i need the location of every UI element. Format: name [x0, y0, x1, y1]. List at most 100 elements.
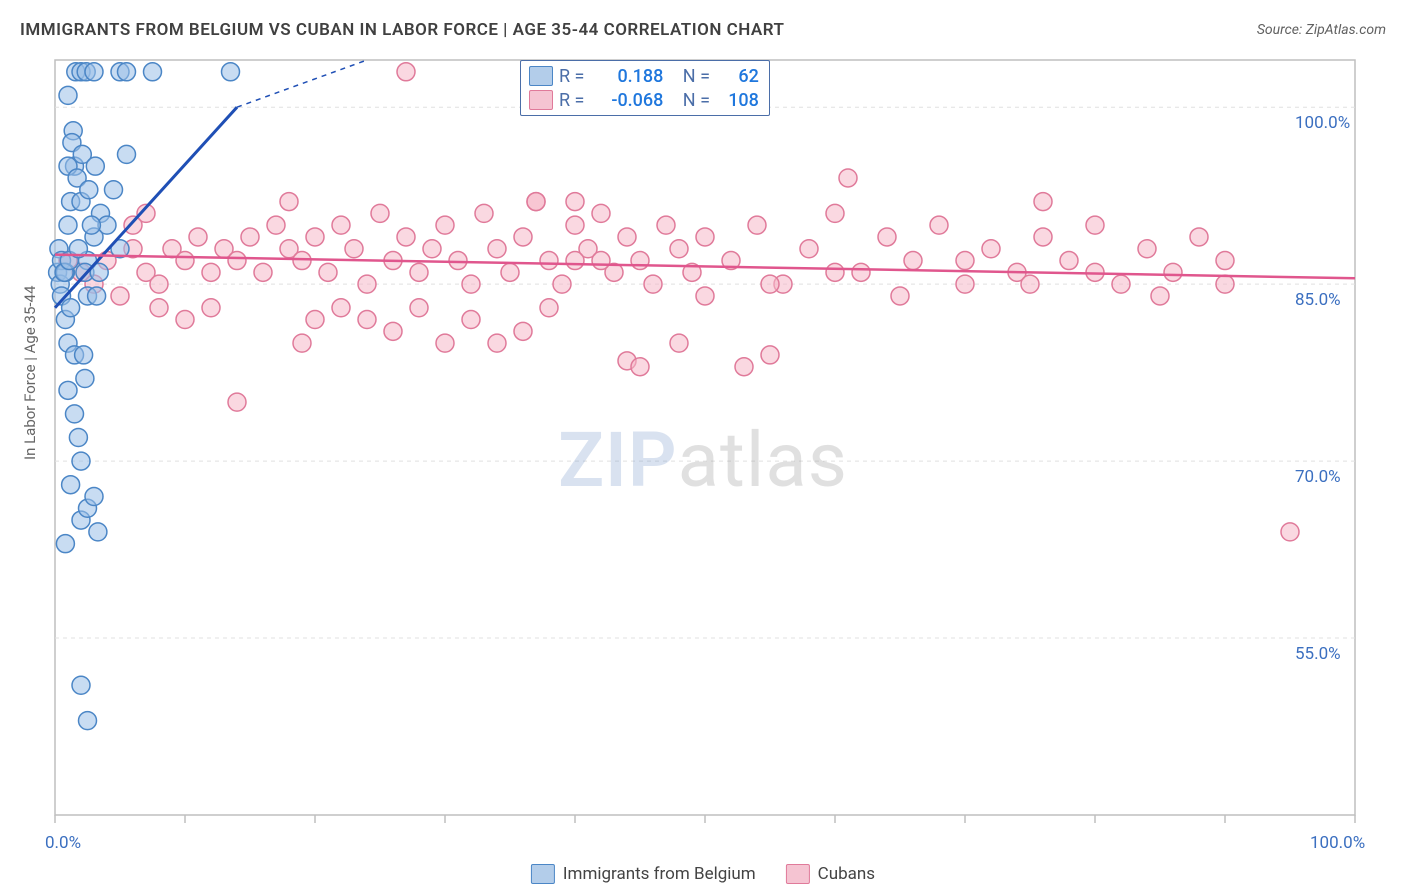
legend-n-label: N =: [669, 90, 719, 111]
belgium-point: [62, 299, 80, 317]
y-tick-label: 85.0%: [1295, 290, 1341, 310]
cubans-point: [527, 193, 545, 211]
legend-row: R = -0.068 N = 108: [529, 88, 759, 112]
cubans-point: [436, 334, 454, 352]
cubans-point: [644, 275, 662, 293]
cubans-point: [904, 252, 922, 270]
cubans-point: [800, 240, 818, 258]
belgium-point: [59, 381, 77, 399]
correlation-legend: R = 0.188 N = 62R = -0.068 N = 108: [520, 60, 770, 116]
cubans-point: [748, 216, 766, 234]
cubans-point: [384, 322, 402, 340]
cubans-point: [306, 311, 324, 329]
cubans-point: [735, 358, 753, 376]
cubans-point: [553, 275, 571, 293]
cubans-point: [449, 252, 467, 270]
cubans-point: [592, 252, 610, 270]
cubans-point: [332, 216, 350, 234]
cubans-point: [488, 240, 506, 258]
cubans-point: [150, 275, 168, 293]
cubans-point: [462, 275, 480, 293]
legend-n-value: 62: [725, 66, 759, 87]
cubans-point: [410, 263, 428, 281]
belgium-point: [59, 86, 77, 104]
x-tick-left: 0.0%: [45, 833, 81, 853]
cubans-point: [202, 299, 220, 317]
chart-container: In Labor Force | Age 35-44 ZIPatlas 55.0…: [20, 55, 1386, 864]
cubans-point: [631, 358, 649, 376]
cubans-point: [1034, 228, 1052, 246]
legend-r-label: R =: [559, 66, 593, 87]
cubans-point: [930, 216, 948, 234]
cubans-point: [1216, 252, 1234, 270]
y-tick-label: 55.0%: [1295, 644, 1341, 664]
series-legend-label: Cubans: [818, 864, 875, 884]
scatter-chart: [20, 55, 1386, 860]
legend-n-value: 108: [725, 90, 759, 111]
cubans-point: [852, 263, 870, 281]
cubans-point: [176, 311, 194, 329]
cubans-point: [1138, 240, 1156, 258]
cubans-point: [761, 275, 779, 293]
series-legend-label: Immigrants from Belgium: [563, 864, 756, 884]
cubans-point: [176, 252, 194, 270]
cubans-point: [150, 299, 168, 317]
cubans-point: [332, 299, 350, 317]
belgium-point: [80, 181, 98, 199]
cubans-point: [631, 252, 649, 270]
legend-row: R = 0.188 N = 62: [529, 64, 759, 88]
belgium-point: [144, 63, 162, 81]
cubans-point: [514, 228, 532, 246]
cubans-point: [566, 252, 584, 270]
cubans-point: [1021, 275, 1039, 293]
legend-swatch: [531, 864, 555, 884]
legend-r-value: -0.068: [599, 90, 663, 111]
cubans-point: [826, 263, 844, 281]
belgium-point: [105, 181, 123, 199]
cubans-point: [566, 216, 584, 234]
cubans-point: [202, 263, 220, 281]
cubans-point: [345, 240, 363, 258]
cubans-point: [111, 287, 129, 305]
cubans-point: [956, 252, 974, 270]
cubans-point: [839, 169, 857, 187]
belgium-point: [59, 216, 77, 234]
belgium-point: [82, 216, 100, 234]
cubans-point: [1086, 216, 1104, 234]
series-legend-item: Cubans: [786, 864, 875, 884]
legend-r-label: R =: [559, 90, 593, 111]
belgium-point: [56, 535, 74, 553]
cubans-point: [358, 275, 376, 293]
cubans-point: [293, 334, 311, 352]
legend-n-label: N =: [669, 66, 719, 87]
cubans-point: [306, 228, 324, 246]
cubans-point: [267, 216, 285, 234]
belgium-point: [118, 63, 136, 81]
cubans-point: [280, 193, 298, 211]
belgium-point: [72, 452, 90, 470]
belgium-point: [75, 346, 93, 364]
cubans-point: [319, 263, 337, 281]
cubans-point: [501, 263, 519, 281]
cubans-point: [462, 311, 480, 329]
cubans-point: [657, 216, 675, 234]
belgium-point: [118, 145, 136, 163]
legend-swatch: [529, 66, 553, 86]
belgium-point: [62, 476, 80, 494]
y-tick-label: 70.0%: [1295, 467, 1341, 487]
belgium-point: [86, 157, 104, 175]
cubans-point: [488, 334, 506, 352]
cubans-point: [891, 287, 909, 305]
cubans-point: [1034, 193, 1052, 211]
legend-swatch: [786, 864, 810, 884]
cubans-point: [592, 204, 610, 222]
series-legend-item: Immigrants from Belgium: [531, 864, 756, 884]
cubans-point: [1190, 228, 1208, 246]
cubans-point: [397, 228, 415, 246]
cubans-point: [566, 193, 584, 211]
source-attribution: Source: ZipAtlas.com: [1257, 22, 1386, 38]
cubans-point: [696, 287, 714, 305]
cubans-point: [254, 263, 272, 281]
cubans-point: [1281, 523, 1299, 541]
cubans-point: [761, 346, 779, 364]
